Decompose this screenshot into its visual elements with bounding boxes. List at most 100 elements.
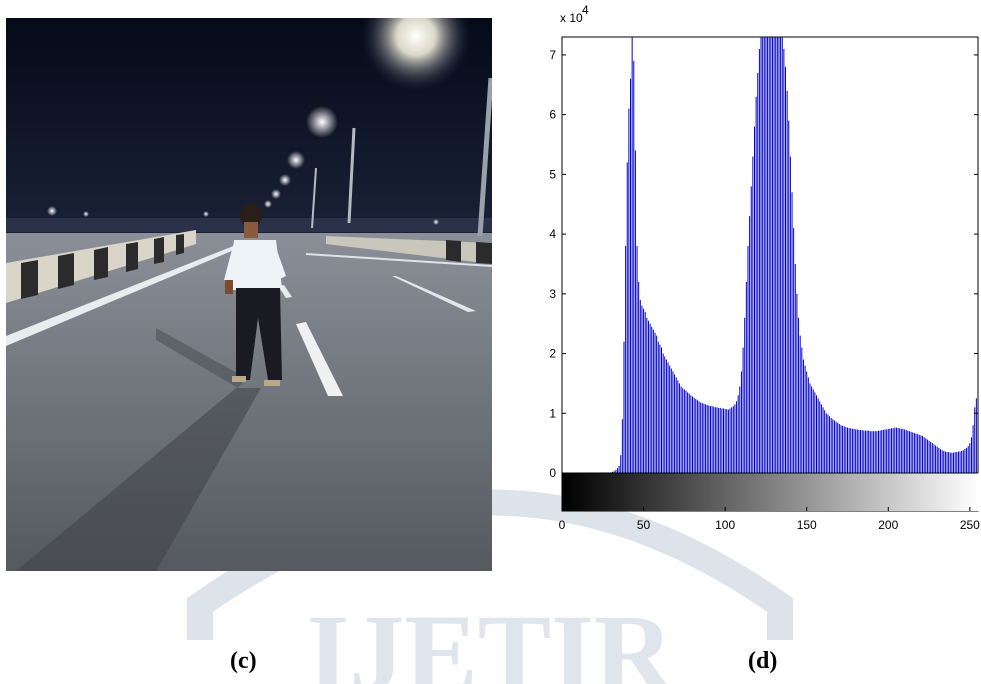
colorbar-cell — [648, 473, 651, 511]
colorbar-cell — [592, 473, 596, 511]
colorbar-cell — [597, 473, 601, 511]
colorbar-cell — [943, 473, 946, 511]
colorbar-cell — [927, 473, 930, 511]
colorbar-cell — [883, 473, 886, 511]
colorbar-cell — [832, 473, 836, 511]
colorbar-cell — [806, 473, 809, 511]
colorbar-cell — [836, 473, 839, 511]
colorbar-cell — [889, 473, 893, 511]
colorbar-cell — [974, 473, 977, 511]
colorbar-cell — [950, 473, 953, 511]
colorbar-cell — [602, 473, 606, 511]
colorbar-cell — [894, 473, 898, 511]
colorbar-cell — [692, 473, 695, 511]
colorbar-cell — [840, 473, 844, 511]
colorbar-cell — [656, 473, 659, 511]
colorbar-cell — [723, 473, 726, 511]
colorbar-cell — [734, 473, 738, 511]
colorbar-cell — [694, 473, 697, 511]
colorbar-cell — [718, 473, 721, 511]
colorbar-cell — [689, 473, 692, 511]
colorbar-cell — [588, 473, 591, 511]
x-tick-label: 200 — [878, 518, 898, 532]
colorbar-cell — [850, 473, 853, 511]
colorbar-cell — [641, 473, 645, 511]
colorbar-cell — [852, 473, 855, 511]
colorbar-cell — [761, 473, 764, 511]
colorbar-cell — [725, 473, 728, 511]
x-tick-label: 0 — [559, 518, 566, 532]
colorbar-cell — [658, 473, 661, 511]
x-tick-label: 150 — [797, 518, 817, 532]
colorbar-cell — [601, 473, 604, 511]
colorbar-cell — [924, 473, 927, 511]
colorbar-cell — [712, 473, 715, 511]
colorbar-cell — [814, 473, 818, 511]
colorbar-cell — [966, 473, 969, 511]
colorbar-cell — [628, 473, 632, 511]
colorbar-cell — [796, 473, 800, 511]
colorbar-cell — [907, 473, 911, 511]
colorbar-cell — [752, 473, 756, 511]
colorbar-cell — [584, 473, 588, 511]
colorbar-cell — [762, 473, 765, 511]
colorbar-cell — [661, 473, 664, 511]
colorbar-cell — [792, 473, 795, 511]
colorbar-cell — [839, 473, 842, 511]
colorbar-cell — [685, 473, 689, 511]
colorbar-cell — [674, 473, 677, 511]
colorbar-cell — [707, 473, 710, 511]
colorbar-cell — [858, 473, 862, 511]
colorbar-cell — [630, 473, 633, 511]
colorbar-cell — [671, 473, 674, 511]
colorbar-cell — [945, 473, 948, 511]
y-tick-label: 5 — [549, 167, 556, 181]
colorbar-cell — [663, 473, 666, 511]
colorbar-cell — [785, 473, 788, 511]
colorbar-cell — [971, 473, 974, 511]
colorbar-cell — [875, 473, 878, 511]
colorbar-cell — [651, 473, 654, 511]
colorbar-cell — [803, 473, 806, 511]
colorbar-cell — [568, 473, 571, 511]
colorbar-cell — [669, 473, 672, 511]
colorbar-cell — [917, 473, 920, 511]
colorbar-cell — [772, 473, 775, 511]
colorbar-cell — [764, 473, 767, 511]
watermark-text: IJETIR — [307, 592, 675, 684]
colorbar-cell — [677, 473, 681, 511]
colorbar-cell — [736, 473, 739, 511]
colorbar-cell — [697, 473, 700, 511]
colorbar-cell — [886, 473, 889, 511]
colorbar-cell — [834, 473, 837, 511]
colorbar-cell — [705, 473, 708, 511]
colorbar-cell — [741, 473, 744, 511]
colorbar-cell — [672, 473, 676, 511]
colorbar-cell — [813, 473, 816, 511]
x-tick-label: 50 — [637, 518, 651, 532]
colorbar-cell — [844, 473, 847, 511]
colorbar-cell — [811, 473, 814, 511]
colorbar-cell — [708, 473, 712, 511]
colorbar-cell — [571, 473, 575, 511]
colorbar-cell — [793, 473, 796, 511]
colorbar-cell — [780, 473, 783, 511]
x-tick-label: 100 — [715, 518, 735, 532]
colorbar-cell — [969, 473, 973, 511]
colorbar-cell — [637, 473, 640, 511]
colorbar-cell — [783, 473, 787, 511]
colorbar-cell — [902, 473, 906, 511]
colorbar-cell — [798, 473, 801, 511]
colorbar-cell — [681, 473, 684, 511]
colorbar-cell — [659, 473, 663, 511]
x-tick-label: 250 — [960, 518, 980, 532]
colorbar-cell — [922, 473, 925, 511]
colorbar-cell — [643, 473, 646, 511]
colorbar-cell — [929, 473, 932, 511]
colorbar-cell — [898, 473, 901, 511]
colorbar-cell — [885, 473, 888, 511]
colorbar-cell — [627, 473, 630, 511]
colorbar-cell — [911, 473, 914, 511]
colorbar-cell — [730, 473, 733, 511]
colorbar-cell — [860, 473, 863, 511]
